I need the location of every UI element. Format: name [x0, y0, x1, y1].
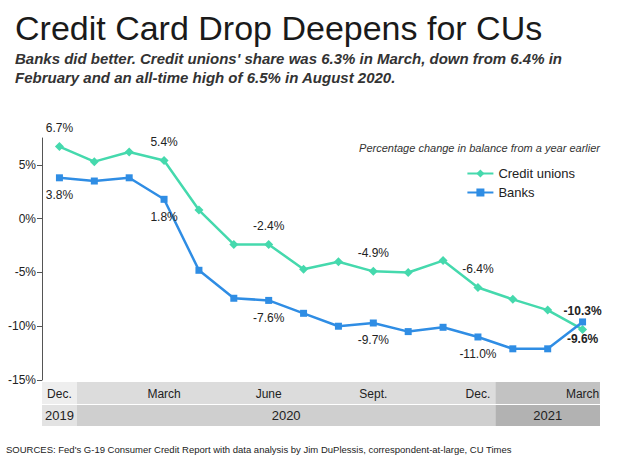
svg-text:SOURCES: Fed's G-19 Consumer C: SOURCES: Fed's G-19 Consumer Credit Repo… — [6, 444, 512, 455]
svg-text:-2.4%: -2.4% — [253, 219, 285, 233]
svg-text:Sept.: Sept. — [359, 387, 387, 401]
svg-text:March: March — [147, 387, 180, 401]
svg-text:-9.7%: -9.7% — [358, 333, 390, 347]
svg-text:-7.6%: -7.6% — [253, 311, 285, 325]
svg-text:Percentage change in balance f: Percentage change in balance from a year… — [359, 142, 601, 154]
svg-text:2019: 2019 — [45, 408, 74, 423]
svg-text:-10.3%: -10.3% — [564, 304, 602, 318]
svg-text:-5%: -5% — [15, 265, 37, 279]
svg-text:5.4%: 5.4% — [150, 135, 178, 149]
svg-text:June: June — [256, 387, 282, 401]
svg-text:2021: 2021 — [533, 408, 562, 423]
svg-text:Credit unions: Credit unions — [498, 166, 575, 181]
svg-text:-6.4%: -6.4% — [462, 262, 494, 276]
svg-text:0%: 0% — [19, 212, 37, 226]
svg-text:Dec.: Dec. — [466, 387, 491, 401]
svg-text:Dec.: Dec. — [47, 387, 72, 401]
svg-text:-4.9%: -4.9% — [358, 246, 390, 260]
svg-text:February and an all-time high: February and an all-time high of 6.5% in… — [15, 69, 395, 86]
svg-text:1.8%: 1.8% — [150, 210, 178, 224]
svg-text:6.7%: 6.7% — [46, 121, 74, 135]
svg-text:-11.0%: -11.0% — [459, 347, 496, 361]
svg-text:Banks did better. Credit union: Banks did better. Credit unions' share w… — [15, 50, 566, 67]
svg-text:-15%: -15% — [8, 373, 36, 387]
svg-text:-10%: -10% — [8, 319, 36, 333]
svg-text:3.8%: 3.8% — [46, 188, 74, 202]
svg-text:Credit Card Drop Deepens for C: Credit Card Drop Deepens for CUs — [15, 9, 542, 47]
svg-text:March: March — [566, 387, 599, 401]
svg-text:5%: 5% — [19, 158, 37, 172]
svg-text:2020: 2020 — [272, 408, 301, 423]
svg-text:-9.6%: -9.6% — [567, 332, 599, 346]
svg-text:Banks: Banks — [498, 185, 535, 200]
